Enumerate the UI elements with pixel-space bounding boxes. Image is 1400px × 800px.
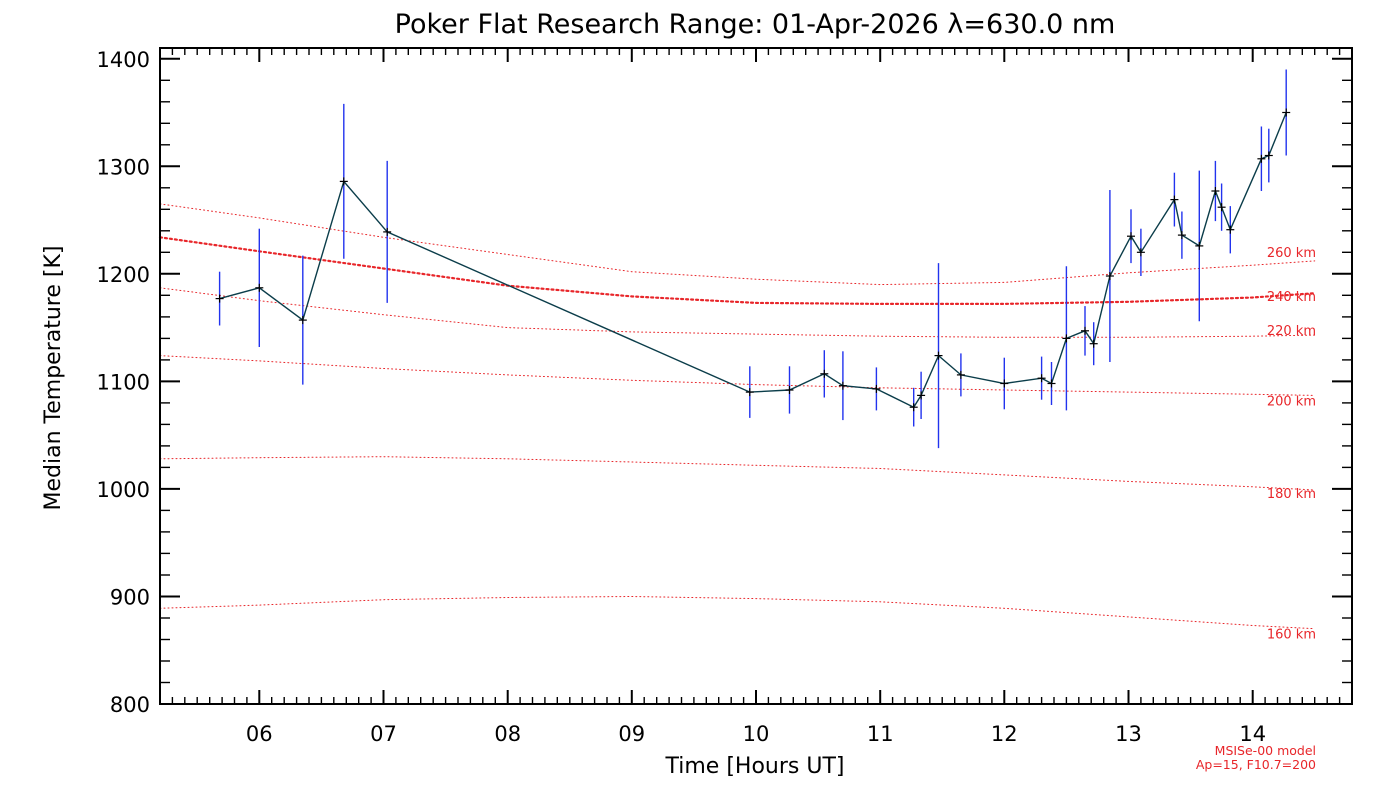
data-point	[934, 351, 943, 360]
y-tick-label: 1200	[97, 263, 150, 287]
model-curve-label: 240 km	[1267, 290, 1316, 305]
data-point	[745, 388, 754, 397]
data-point	[1037, 374, 1046, 383]
data-point	[917, 391, 926, 400]
y-axis-label: Median Temperature [K]	[41, 246, 66, 511]
plot-axes	[159, 47, 1353, 705]
data-point	[1081, 326, 1089, 335]
x-tick-label: 09	[618, 722, 645, 746]
data-point	[1226, 225, 1235, 234]
data-point	[1170, 195, 1179, 204]
data-point	[1000, 379, 1009, 388]
model-curve-label: 200 km	[1267, 394, 1316, 409]
data-point	[1136, 248, 1145, 257]
data-point	[785, 386, 794, 394]
data-point	[820, 369, 829, 378]
x-tick-label: 10	[743, 722, 770, 746]
model-curve-220-km	[159, 287, 1316, 338]
model-curve-label: 220 km	[1267, 324, 1316, 339]
model-note-params: Ap=15, F10.7=200	[1196, 757, 1316, 772]
data-point	[956, 370, 965, 379]
data-point	[1105, 272, 1114, 280]
y-tick-label: 1400	[97, 48, 150, 72]
data-point	[1177, 231, 1186, 240]
tick-labels: 06 07 08 09 10 11 12 13 14 800 900 1000 1100 1200 1300…	[97, 48, 1267, 746]
data-point	[1062, 334, 1071, 343]
data-point	[1257, 154, 1266, 163]
model-note-name: MSISe-00 model	[1215, 743, 1316, 758]
x-tick-label: 06	[246, 722, 273, 746]
x-tick-label: 08	[494, 722, 521, 746]
data-point	[909, 403, 918, 412]
data-point	[1217, 203, 1226, 212]
data-point	[383, 227, 392, 236]
data-point	[339, 177, 348, 186]
model-curve-200-km	[159, 355, 1316, 396]
y-tick-label: 900	[110, 586, 150, 610]
data-point	[1195, 241, 1204, 250]
data-point	[1282, 108, 1291, 117]
chart-title: Poker Flat Research Range: 01-Apr-2026 λ…	[395, 9, 1116, 40]
x-tick-label: 14	[1239, 722, 1266, 746]
series-line	[219, 112, 1287, 409]
x-tick-label: 07	[370, 722, 397, 746]
data-point	[255, 283, 264, 292]
model-curve-180-km	[159, 456, 1316, 491]
model-curve-160-km	[159, 595, 1316, 630]
model-curves: 260 km 240 km 220 km 200 km 180 km 160 km	[158, 203, 1316, 643]
data-point	[1127, 232, 1135, 241]
y-tick-label: 1100	[97, 370, 150, 394]
temperature-series	[215, 108, 1291, 412]
x-axis-label: Time [Hours UT]	[665, 754, 845, 779]
data-point	[1089, 339, 1098, 348]
model-curve-260-km	[159, 203, 1316, 286]
y-tick-label: 1300	[97, 155, 150, 179]
data-point	[215, 294, 224, 303]
data-point	[838, 381, 847, 390]
data-point	[1047, 379, 1056, 388]
model-curve-240-km	[158, 236, 1316, 305]
data-point	[872, 384, 881, 393]
y-tick-label: 1000	[97, 478, 150, 502]
x-tick-label: 13	[1115, 722, 1142, 746]
model-curve-label: 180 km	[1267, 487, 1316, 502]
data-point	[1264, 151, 1273, 160]
y-tick-label: 800	[110, 693, 150, 717]
model-curve-label: 260 km	[1267, 246, 1316, 261]
x-tick-label: 11	[867, 722, 894, 746]
data-point	[298, 316, 307, 325]
data-point	[1211, 187, 1220, 195]
model-curve-label: 160 km	[1267, 628, 1316, 643]
x-tick-label: 12	[991, 722, 1018, 746]
